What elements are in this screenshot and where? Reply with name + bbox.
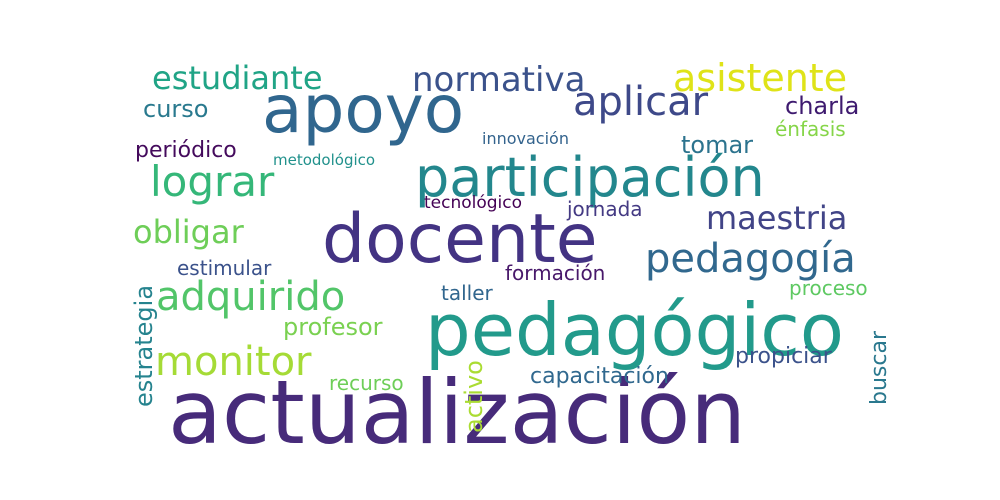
word-apoyo: apoyo — [262, 71, 464, 148]
word-charla: charla — [785, 92, 859, 120]
word-pedagogico: pedagógico — [425, 288, 844, 372]
word-obligar: obligar — [133, 213, 245, 251]
word-tomar: tomar — [681, 131, 753, 159]
word-proceso: proceso — [789, 276, 868, 300]
word-taller: taller — [441, 281, 494, 305]
word-formacion: formación — [505, 261, 605, 285]
word-capacitacion: capacitación — [530, 364, 669, 389]
word-activo: activo — [460, 360, 488, 433]
word-tecnologico: tecnológico — [424, 193, 522, 213]
word-asistente: asistente — [673, 56, 847, 100]
word-curso: curso — [143, 95, 208, 123]
word-maestria: maestria — [706, 199, 847, 237]
word-innovacion: innovación — [482, 129, 569, 148]
word-lograr: lograr — [150, 157, 275, 206]
word-estrategia: estrategia — [130, 285, 158, 407]
word-jornada: jornada — [566, 197, 643, 221]
word-aplicar: aplicar — [573, 79, 709, 125]
word-periodico: periódico — [135, 138, 237, 163]
word-adquirido: adquirido — [156, 274, 345, 320]
word-recurso: recurso — [329, 371, 404, 395]
word-propiciar: propiciar — [735, 344, 833, 369]
word-normativa: normativa — [412, 60, 585, 100]
word-pedagogia: pedagogía — [645, 236, 856, 282]
word-estudiante: estudiante — [152, 59, 323, 97]
word-docente: docente — [322, 200, 598, 279]
word-participacion: participación — [415, 146, 765, 209]
word-buscar: buscar — [867, 330, 892, 405]
word-estimular: estimular — [177, 256, 272, 280]
word-metodologico: metodológico — [273, 151, 375, 169]
word-enfasis: énfasis — [775, 117, 846, 141]
word-profesor: profesor — [283, 313, 383, 341]
word-monitor: monitor — [155, 339, 312, 385]
word-actualizacion: actualización — [168, 361, 746, 464]
